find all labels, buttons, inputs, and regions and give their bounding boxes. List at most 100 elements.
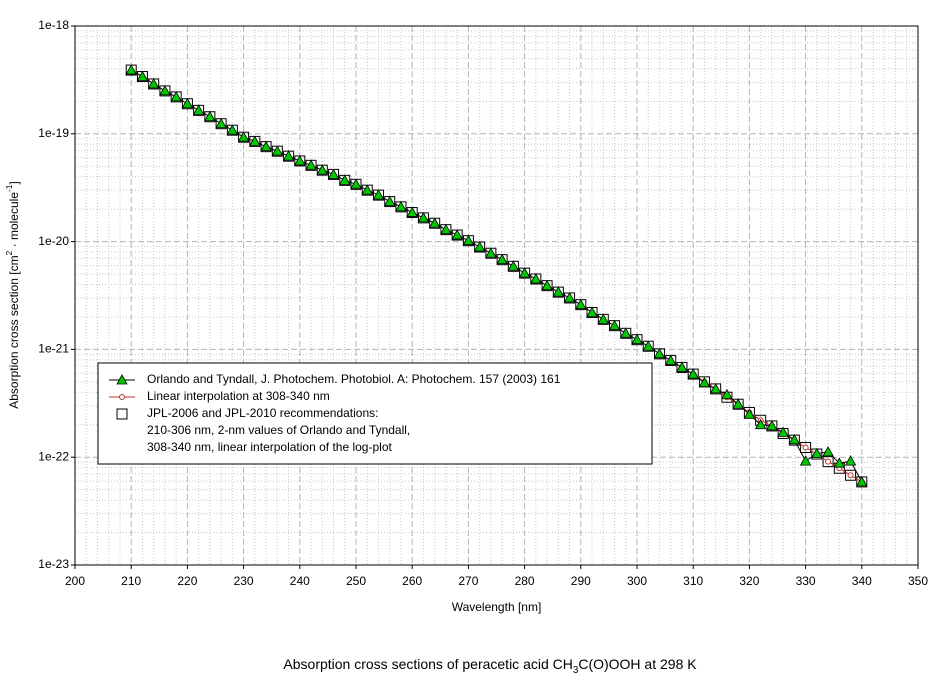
x-tick-label: 250 xyxy=(346,574,366,588)
x-tick-label: 200 xyxy=(65,574,85,588)
triangle-marker xyxy=(417,212,430,223)
x-tick-label: 240 xyxy=(290,574,310,588)
triangle-marker xyxy=(597,313,609,324)
triangle-marker xyxy=(698,376,711,388)
triangle-marker xyxy=(856,476,868,487)
triangle-marker xyxy=(440,223,452,235)
triangle-marker xyxy=(260,140,272,152)
y-axis-label: Absorption cross section [cm2 · molecule… xyxy=(4,181,21,409)
x-tick-label: 220 xyxy=(177,574,197,588)
x-tick-label: 300 xyxy=(627,574,647,588)
y-tick-label: 1e-21 xyxy=(38,342,69,356)
square-marker xyxy=(800,442,812,454)
triangle-marker xyxy=(226,124,239,135)
circle-marker xyxy=(825,458,832,465)
triangle-marker xyxy=(844,455,857,466)
triangle-marker xyxy=(473,241,486,252)
triangle-marker xyxy=(204,110,216,122)
triangle-marker xyxy=(822,446,834,457)
x-tick-label: 320 xyxy=(739,574,759,588)
triangle-marker xyxy=(192,104,205,115)
x-tick-label: 340 xyxy=(852,574,872,588)
triangle-marker xyxy=(518,267,531,278)
triangle-marker xyxy=(799,455,812,466)
triangle-marker xyxy=(665,354,677,365)
triangle-marker xyxy=(777,426,789,437)
legend-note: 210-306 nm, 2-nm values of Orlando and T… xyxy=(147,423,410,437)
x-tick-label: 210 xyxy=(121,574,141,588)
triangle-marker xyxy=(676,361,688,372)
triangle-marker xyxy=(327,168,340,179)
legend-marker xyxy=(116,374,128,385)
chart-title: Absorption cross sections of peracetic a… xyxy=(283,656,697,676)
triangle-marker xyxy=(384,195,396,206)
triangle-marker xyxy=(406,206,418,217)
triangle-marker xyxy=(294,155,306,166)
triangle-marker xyxy=(721,388,733,400)
triangle-marker xyxy=(282,150,295,161)
legend-note: 308-340 nm, linear interpolation of the … xyxy=(147,440,392,454)
x-tick-label: 350 xyxy=(908,574,928,588)
triangle-marker xyxy=(305,159,317,170)
triangle-marker xyxy=(788,433,801,445)
triangle-marker xyxy=(350,178,362,189)
x-axis-label: Wavelength [nm] xyxy=(452,600,542,614)
square-marker xyxy=(845,469,857,481)
y-axis-label-part: Absorption cross section [cm xyxy=(7,255,21,408)
y-tick-label: 1e-23 xyxy=(38,557,69,571)
triangle-marker xyxy=(159,85,171,96)
triangle-marker xyxy=(530,273,542,284)
legend-label: Linear interpolation at 308-340 nm xyxy=(147,389,330,403)
legend-label: Orlando and Tyndall, J. Photochem. Photo… xyxy=(147,372,561,386)
triangle-marker xyxy=(766,420,778,431)
triangle-marker xyxy=(575,298,587,310)
x-tick-label: 280 xyxy=(515,574,535,588)
y-tick-label: 1e-19 xyxy=(38,126,69,140)
triangle-marker xyxy=(372,189,385,200)
chart-title-part: 3 xyxy=(573,665,579,676)
x-tick-label: 310 xyxy=(683,574,703,588)
plot-frame xyxy=(74,25,919,566)
legend-box xyxy=(97,362,653,465)
triangle-marker xyxy=(552,286,564,297)
triangle-marker xyxy=(136,70,149,81)
chart-title-part: C(O)OOH at 298 K xyxy=(578,656,697,672)
triangle-marker xyxy=(237,131,250,142)
triangle-marker xyxy=(631,333,643,345)
triangle-marker xyxy=(271,145,283,156)
x-tick-label: 230 xyxy=(234,574,254,588)
y-axis-label-part: ] xyxy=(7,181,21,184)
x-tick-label: 260 xyxy=(402,574,422,588)
triangle-marker xyxy=(395,201,407,212)
x-tick-label: 330 xyxy=(796,574,816,588)
triangle-marker xyxy=(754,418,767,430)
triangle-marker xyxy=(507,260,520,271)
triangle-marker xyxy=(687,368,699,379)
legend-marker xyxy=(116,408,128,420)
triangle-marker xyxy=(732,398,744,409)
square-marker xyxy=(822,456,834,468)
triangle-marker xyxy=(339,174,351,185)
triangle-marker xyxy=(642,340,654,351)
triangle-marker xyxy=(653,347,666,359)
circle-marker xyxy=(802,444,809,451)
triangle-marker xyxy=(485,247,497,258)
x-tick-label: 290 xyxy=(571,574,591,588)
triangle-marker xyxy=(811,447,823,458)
legend-marker xyxy=(119,394,125,400)
triangle-marker xyxy=(496,253,508,265)
triangle-marker xyxy=(620,327,632,338)
triangle-marker xyxy=(148,78,160,89)
triangle-marker xyxy=(249,135,261,146)
triangle-marker xyxy=(170,91,182,102)
triangle-marker xyxy=(451,229,463,240)
triangle-marker xyxy=(125,64,137,75)
triangle-marker xyxy=(429,217,441,228)
x-tick-label: 270 xyxy=(458,574,478,588)
y-tick-label: 1e-20 xyxy=(38,234,69,248)
triangle-marker xyxy=(586,306,598,317)
y-tick-label: 1e-18 xyxy=(38,18,69,32)
triangle-marker xyxy=(563,292,576,303)
triangle-marker xyxy=(181,97,194,109)
